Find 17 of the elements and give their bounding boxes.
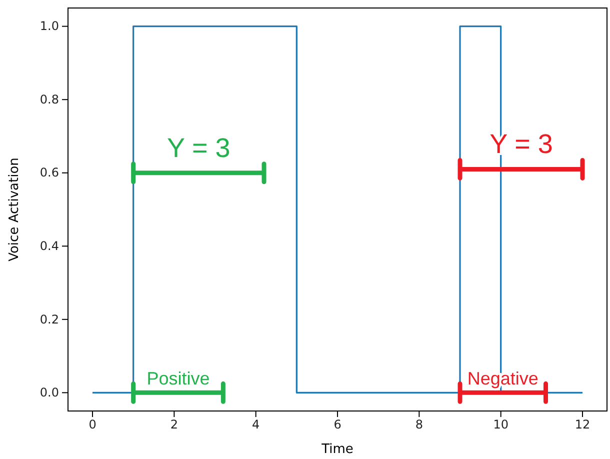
x-tick-label: 2 [170, 418, 178, 432]
x-tick-label: 10 [493, 418, 508, 432]
x-axis-title: Time [320, 442, 354, 457]
y-tick-label: 0.4 [40, 238, 59, 253]
y-axis-title: Voice Activation [7, 158, 22, 262]
x-tick-label: 12 [574, 418, 590, 432]
y-tick-label: 1.0 [40, 19, 59, 34]
y-tick-label: 0.2 [40, 312, 59, 326]
x-tick-label: 4 [252, 418, 260, 432]
annotation: Y = 3 [167, 132, 230, 163]
x-tick-label: 6 [334, 418, 342, 432]
y-tick-label: 0.6 [40, 166, 59, 180]
annotation: Positive [146, 368, 210, 389]
y-tick-label: 0.0 [40, 386, 59, 400]
y-tick-label: 0.8 [40, 92, 59, 106]
x-tick-label: 8 [415, 418, 423, 432]
x-tick-label: 0 [88, 418, 96, 432]
